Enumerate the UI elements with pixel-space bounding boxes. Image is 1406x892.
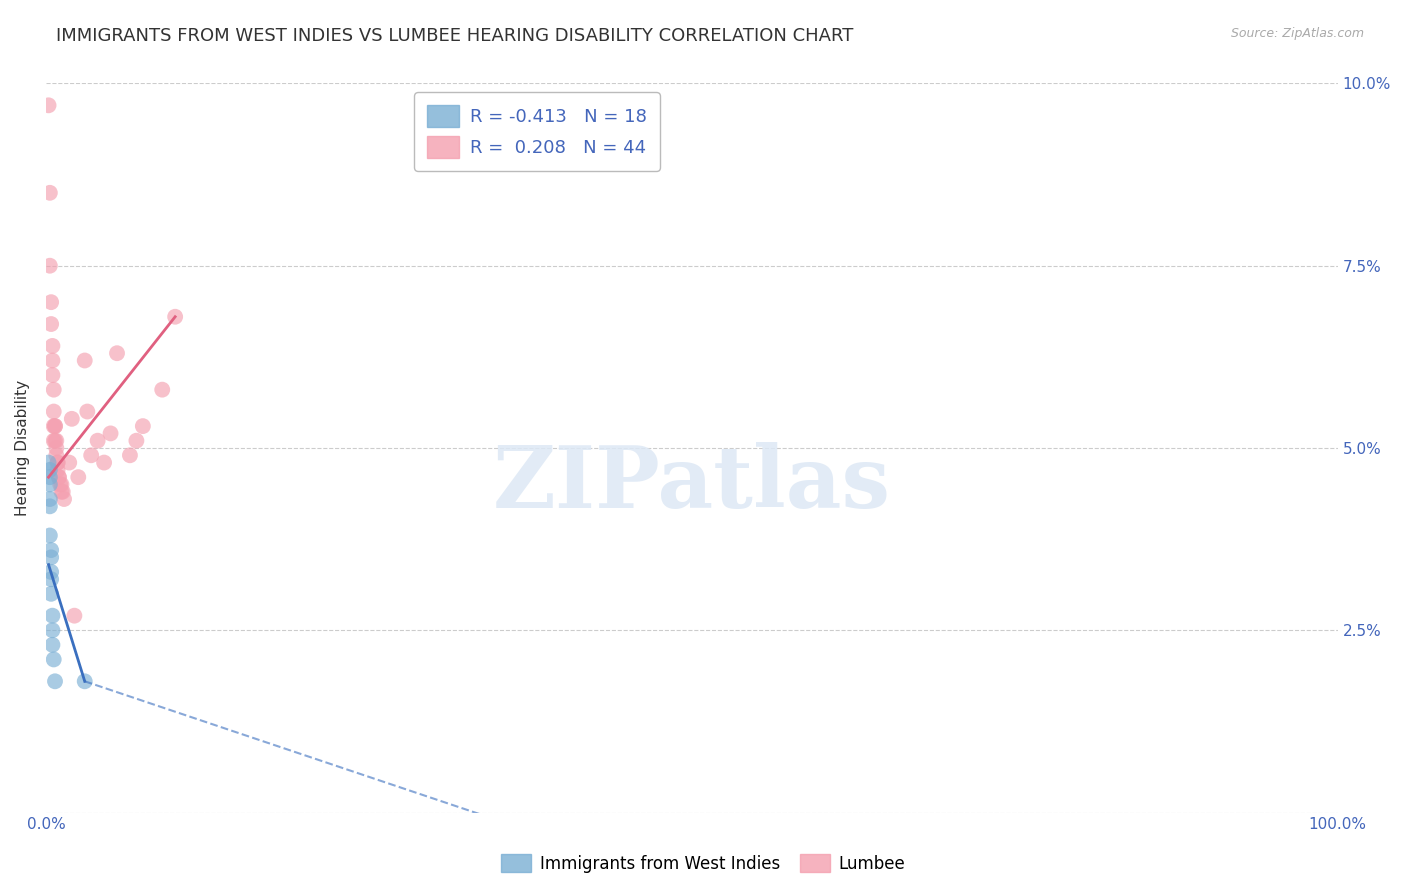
Point <box>41 339 63 353</box>
Point <box>45 434 67 448</box>
Text: IMMIGRANTS FROM WEST INDIES VS LUMBEE HEARING DISABILITY CORRELATION CHART: IMMIGRANTS FROM WEST INDIES VS LUMBEE HE… <box>56 27 853 45</box>
Point <box>44 419 66 434</box>
Text: Source: ZipAtlas.com: Source: ZipAtlas.com <box>1230 27 1364 40</box>
Point <box>48 470 70 484</box>
Point <box>45 448 67 462</box>
Point <box>125 434 148 448</box>
Point <box>38 528 60 542</box>
Point <box>42 652 65 666</box>
Point <box>38 259 60 273</box>
Point <box>73 674 96 689</box>
Point <box>44 434 66 448</box>
Point <box>38 491 60 506</box>
Point <box>41 608 63 623</box>
Text: ZIPatlas: ZIPatlas <box>494 442 891 526</box>
Point <box>80 448 103 462</box>
Point <box>52 484 75 499</box>
Point <box>38 98 60 112</box>
Point <box>118 448 141 462</box>
Point <box>39 587 62 601</box>
Point <box>41 624 63 638</box>
Point <box>39 572 62 586</box>
Point <box>42 383 65 397</box>
Point <box>46 456 69 470</box>
Point <box>63 608 86 623</box>
Point <box>46 463 69 477</box>
Point <box>38 456 60 470</box>
Y-axis label: Hearing Disability: Hearing Disability <box>15 380 30 516</box>
Point <box>58 456 80 470</box>
Point <box>165 310 187 324</box>
Point <box>44 674 66 689</box>
Point <box>51 477 73 491</box>
Point <box>93 456 115 470</box>
Point <box>39 565 62 579</box>
Point <box>39 550 62 565</box>
Point <box>41 638 63 652</box>
Legend: Immigrants from West Indies, Lumbee: Immigrants from West Indies, Lumbee <box>495 847 911 880</box>
Point <box>41 368 63 382</box>
Point <box>132 419 155 434</box>
Point <box>38 477 60 491</box>
Point <box>53 491 76 506</box>
Point <box>51 484 73 499</box>
Point <box>39 295 62 310</box>
Point <box>49 477 72 491</box>
Point <box>73 353 96 368</box>
Point <box>38 500 60 514</box>
Point <box>45 441 67 455</box>
Point <box>100 426 122 441</box>
Point <box>38 463 60 477</box>
Point <box>76 404 98 418</box>
Point <box>150 383 173 397</box>
Point <box>86 434 108 448</box>
Point <box>48 470 70 484</box>
Point <box>42 434 65 448</box>
Point <box>39 543 62 558</box>
Point <box>42 419 65 434</box>
Point <box>41 353 63 368</box>
Point <box>38 186 60 200</box>
Point <box>60 412 83 426</box>
Point <box>44 419 66 434</box>
Point <box>42 404 65 418</box>
Point <box>38 470 60 484</box>
Point <box>39 317 62 331</box>
Point <box>105 346 128 360</box>
Point <box>46 456 69 470</box>
Point <box>67 470 90 484</box>
Legend: R = -0.413   N = 18, R =  0.208   N = 44: R = -0.413 N = 18, R = 0.208 N = 44 <box>415 93 659 171</box>
